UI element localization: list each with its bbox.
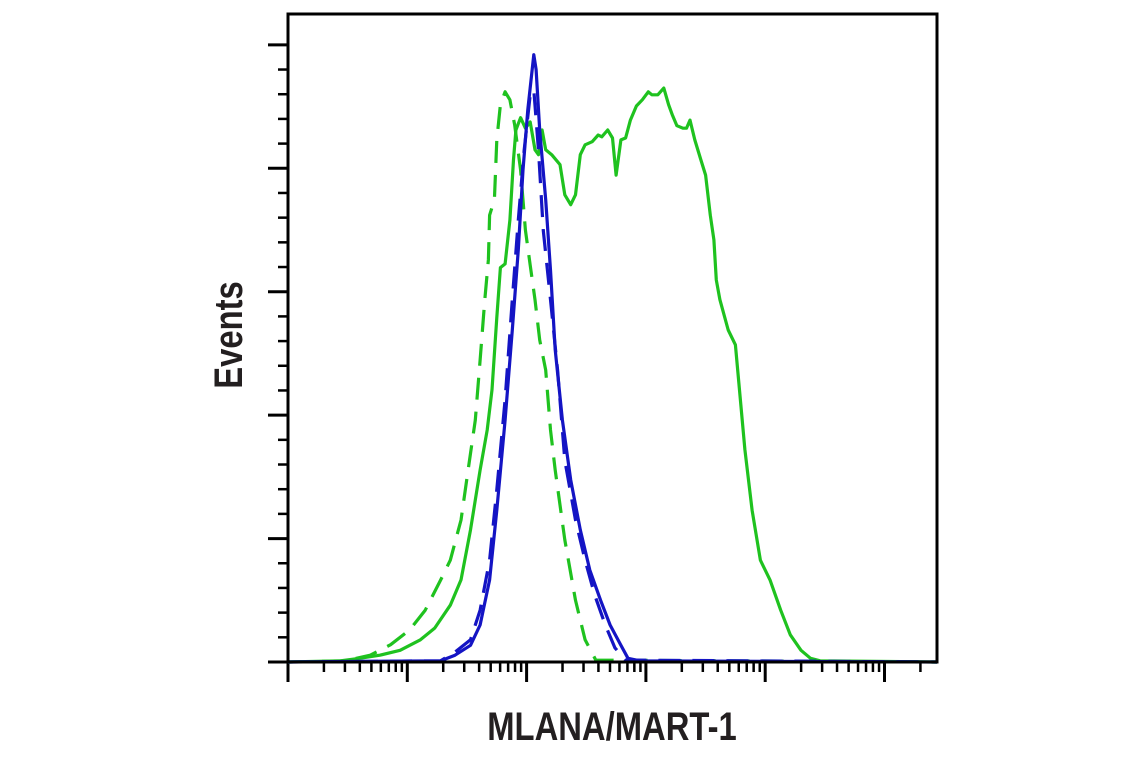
histogram-curves (287, 53, 938, 664)
y-axis-label: Events (206, 281, 251, 389)
x-axis-label: MLANA/MART-1 (487, 704, 737, 749)
series-line-4-dashed (287, 88, 938, 664)
axis-ticks (268, 43, 922, 682)
series-line-3-solid (287, 53, 938, 664)
series-line-1-solid (287, 86, 938, 664)
plot-frame (286, 12, 939, 664)
series-line-2-dashed (287, 90, 938, 664)
